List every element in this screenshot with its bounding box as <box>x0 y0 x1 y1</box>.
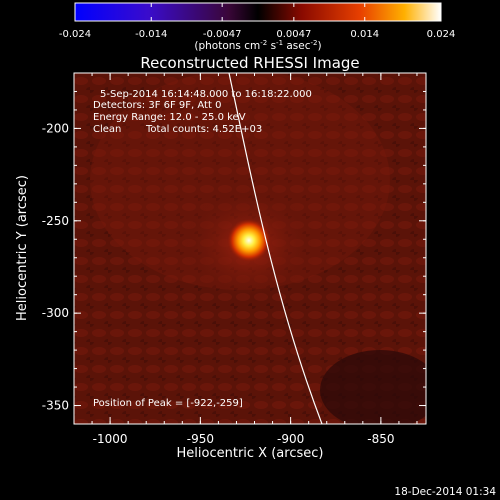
x-tick-label: -850 <box>367 432 394 446</box>
x-tick-label: -1000 <box>93 432 128 446</box>
rhessi-image <box>74 73 426 424</box>
x-axis-ticks: -1000 -950 -900 -850 <box>91 73 418 446</box>
total-counts-info: Total counts: 4.52E+03 <box>145 124 262 135</box>
colorbar-tick-label: 0.014 <box>350 29 379 40</box>
y-tick-label: -350 <box>42 399 69 413</box>
x-tick-label: -900 <box>277 432 304 446</box>
colorbar-tick-label: -0.0047 <box>203 29 242 40</box>
colorbar-ticks: -0.024 -0.014 -0.0047 0.0047 0.014 0.024 <box>59 3 455 40</box>
lower-right-dark-region <box>320 350 426 424</box>
colorbar-tick-label: 0.0047 <box>276 29 311 40</box>
y-tick-label: -200 <box>42 121 69 135</box>
peak-position-label: Position of Peak = [-922,-259] <box>93 398 243 409</box>
info-block: 5-Sep-2014 16:14:48.000 to 16:18:22.000 … <box>93 89 312 135</box>
energy-range-info: Energy Range: 12.0 - 25.0 keV <box>93 112 246 123</box>
x-axis-label: Heliocentric X (arcsec) <box>177 446 324 461</box>
y-axis-label: Heliocentric Y (arcsec) <box>15 175 30 321</box>
colorbar-units-label: (photons cm-2 s-1 asec-2) <box>194 39 321 52</box>
colorbar-gradient <box>74 2 442 22</box>
footer-timestamp: 18-Dec-2014 01:34 <box>394 486 496 498</box>
colorbar-tick-label: -0.014 <box>135 29 167 40</box>
y-tick-label: -250 <box>42 214 69 228</box>
y-axis-ticks: -200 -250 -300 -350 <box>42 72 426 425</box>
x-tick-label: -950 <box>187 432 214 446</box>
plot-frame <box>73 72 427 425</box>
colorbar-tick-label: 0.024 <box>427 29 456 40</box>
plot-title: Reconstructed RHESSI Image <box>140 54 359 72</box>
flare-source <box>226 218 271 263</box>
colorbar-tick-label: -0.024 <box>59 29 91 40</box>
colorbar: -0.024 -0.014 -0.0047 0.0047 0.014 0.024 (pho… <box>59 2 455 52</box>
y-tick-label: -300 <box>42 306 69 320</box>
time-range: 5-Sep-2014 16:14:48.000 to 16:18:22.000 <box>100 89 312 100</box>
clean-label: Clean <box>93 124 121 135</box>
solar-limb-line <box>228 73 323 424</box>
detectors-info: Detectors: 3F 6F 9F, Att 0 <box>93 100 221 111</box>
